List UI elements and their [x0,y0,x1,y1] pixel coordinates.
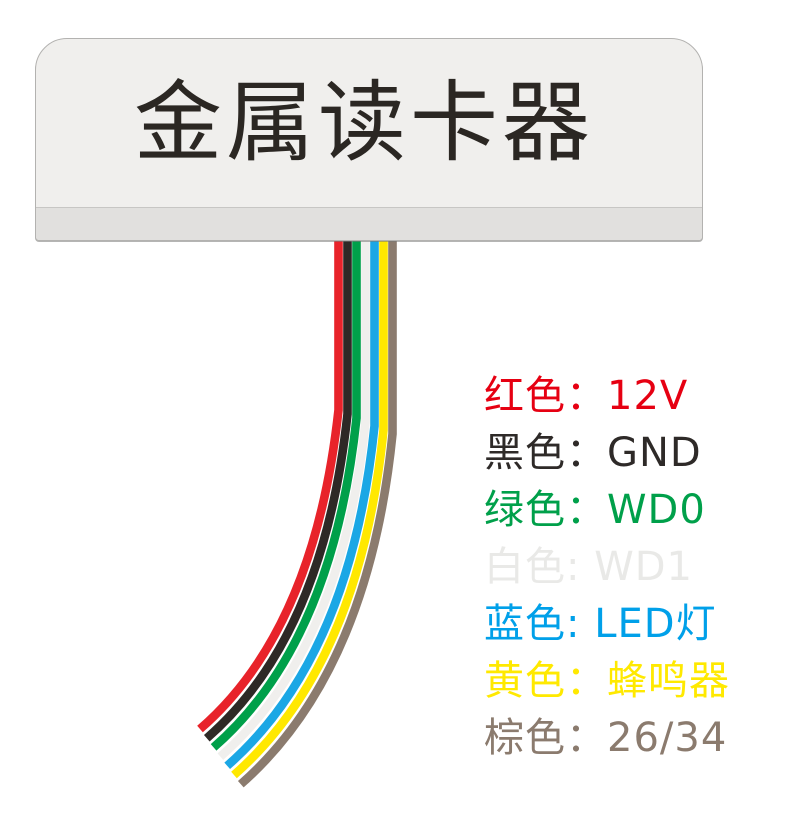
card-reader-device: 金属读卡器 [35,38,703,241]
reader-bottom-strip [36,207,702,240]
black-wire [203,230,352,742]
device-title: 金属读卡器 [133,71,594,174]
blue-wire [224,230,379,770]
white-wire [217,230,370,760]
legend-item-yellow: 黄色：蜂鸣器 [484,658,730,704]
legend-item-green: 绿色：WD0 [484,487,706,533]
legend-item-white: 白色: WD1 [484,544,693,590]
legend-item-brown: 棕色：26/34 [484,715,728,761]
yellow-wire [231,230,388,779]
legend-item-black: 黑色：GND [484,430,702,476]
legend-item-blue: 蓝色: LED灯 [484,601,717,647]
wire-ribbon-group [197,230,397,788]
green-wire [210,230,361,751]
red-wire [197,230,343,733]
wire-legend: 红色：12V 黑色：GND 绿色：WD0 白色: WD1 蓝色: LED灯 黄色… [484,368,730,767]
legend-item-red: 红色：12V [484,373,689,419]
reader-face: 金属读卡器 [36,39,702,207]
brown-wire [237,230,397,788]
